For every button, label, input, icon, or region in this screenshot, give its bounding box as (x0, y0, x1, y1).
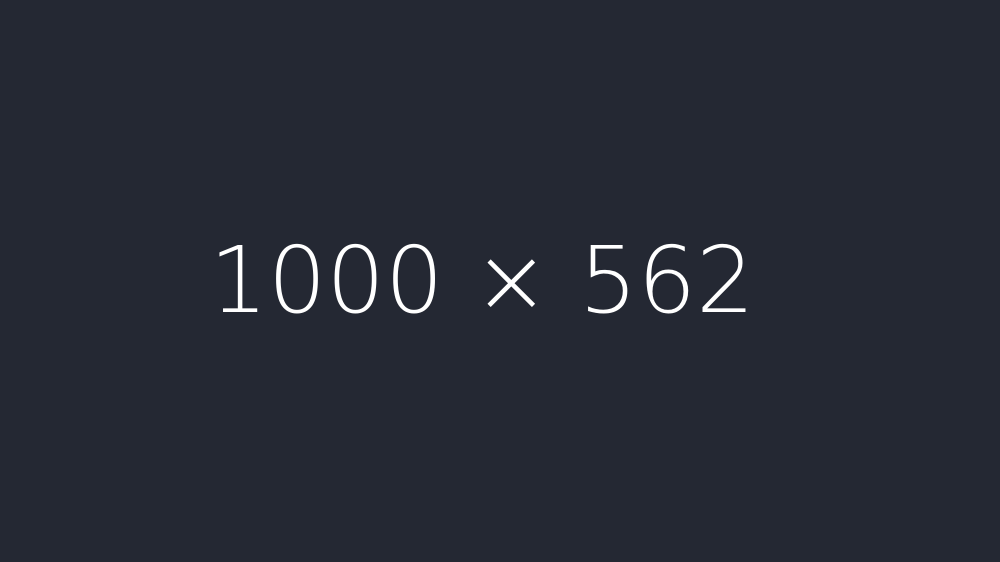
placeholder-canvas: 1000 × 562 (209, 227, 755, 334)
dimensions-label: 1000 × 562 (209, 227, 755, 334)
